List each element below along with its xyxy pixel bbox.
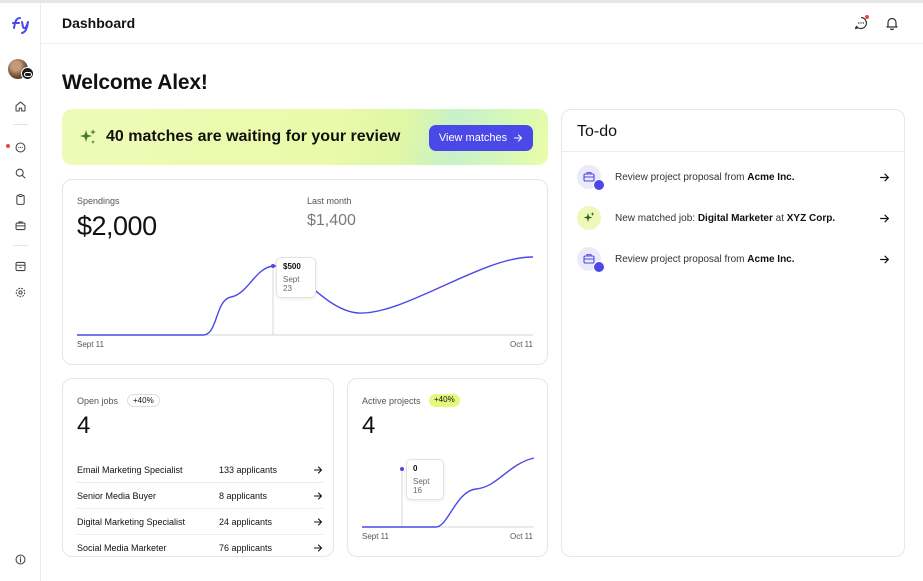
company-avatar-icon — [593, 261, 605, 273]
matches-banner: 40 matches are waiting for your review V… — [62, 109, 548, 165]
job-title: Senior Media Buyer — [77, 490, 157, 501]
spendings-card: Spendings $2,000 Last month $1,400 $500 … — [62, 179, 548, 365]
active-projects-value: 4 — [362, 412, 375, 439]
jobs-list: Email Marketing Specialist 133 applicant… — [77, 457, 323, 561]
company-avatar-icon — [593, 179, 605, 191]
x-axis-end: Oct 11 — [510, 532, 533, 541]
todo-item[interactable]: Review project proposal from Acme Inc. — [577, 246, 890, 273]
arrow-right-icon[interactable] — [879, 172, 890, 183]
home-icon[interactable] — [14, 100, 27, 113]
job-title: Social Media Marketer — [77, 543, 167, 553]
tooltip-value: $500 — [283, 262, 301, 271]
tooltip-date: Sept 16 — [413, 477, 430, 495]
active-projects-chart — [362, 457, 535, 528]
todo-text-mid: at — [772, 212, 787, 224]
sidebar-divider — [13, 124, 28, 125]
todo-card: To-do Review project proposal from Acme … — [561, 109, 905, 557]
sidebar — [0, 3, 41, 581]
chat-notification-icon[interactable] — [853, 15, 869, 31]
table-row[interactable]: Senior Media Buyer 8 applicants — [77, 483, 323, 509]
job-title: Email Marketing Specialist — [77, 464, 183, 475]
briefcase-icon — [577, 247, 605, 273]
table-row[interactable]: Email Marketing Specialist 133 applicant… — [77, 457, 323, 483]
sidebar-divider — [13, 245, 28, 246]
spendings-tooltip: $500 Sept 23 — [276, 257, 316, 298]
todo-strong: Acme Inc. — [747, 171, 795, 183]
chart-point — [400, 467, 404, 471]
tooltip-date: Sept 23 — [283, 275, 300, 293]
view-matches-button[interactable]: View matches — [429, 125, 533, 151]
job-applicants: 76 applicants — [219, 543, 273, 553]
open-jobs-badge: +40% — [127, 394, 160, 407]
app-logo[interactable] — [11, 13, 31, 35]
chat-badge — [865, 15, 869, 19]
todo-text: Review project proposal from — [615, 171, 748, 183]
table-row[interactable]: Digital Marketing Specialist 24 applican… — [77, 509, 323, 535]
briefcase-icon — [577, 165, 605, 191]
active-projects-badge: +40% — [429, 394, 460, 407]
todo-strong-2: XYZ Corp. — [786, 212, 836, 224]
page-title: Dashboard — [62, 15, 136, 31]
open-jobs-value: 4 — [77, 412, 90, 439]
table-row[interactable]: Social Media Marketer 76 applicants — [77, 535, 323, 561]
todo-title: To-do — [577, 123, 618, 140]
active-projects-card: Active projects +40% 4 0 Sept 16 Sept 11… — [347, 378, 548, 557]
spendings-value: $2,000 — [77, 211, 157, 241]
search-icon[interactable] — [14, 167, 27, 180]
settings-icon[interactable] — [14, 286, 27, 299]
sparkle-icon — [80, 129, 96, 144]
todo-text: New matched job: — [615, 212, 698, 224]
welcome-heading: Welcome Alex! — [62, 71, 208, 94]
todo-strong: Digital Marketer — [697, 212, 773, 224]
todo-text: Review project proposal from — [615, 253, 748, 265]
tooltip-value: 0 — [413, 464, 418, 473]
clipboard-icon[interactable] — [14, 193, 27, 206]
avatar-badge-icon — [21, 67, 34, 80]
x-axis-start: Sept 11 — [362, 532, 389, 541]
last-month-value: $1,400 — [307, 212, 356, 229]
todo-item[interactable]: New matched job: Digital Marketer at XYZ… — [577, 205, 890, 231]
sparkle-icon — [577, 206, 601, 230]
arrow-right-icon[interactable] — [879, 254, 890, 265]
arrow-right-icon — [514, 134, 523, 142]
messages-icon[interactable] — [14, 141, 27, 154]
job-title: Digital Marketing Specialist — [77, 516, 186, 527]
todo-item[interactable]: Review project proposal from Acme Inc. — [577, 164, 890, 191]
view-matches-label: View matches — [438, 132, 508, 144]
briefcase-icon[interactable] — [14, 219, 27, 232]
x-axis-end: Oct 11 — [510, 340, 533, 349]
open-jobs-label: Open jobs — [77, 396, 119, 406]
job-applicants: 24 applicants — [219, 516, 273, 527]
matches-banner-text: 40 matches are waiting for your review — [106, 128, 401, 145]
projects-tooltip: 0 Sept 16 — [406, 459, 444, 500]
top-border — [0, 0, 923, 3]
todo-divider — [562, 151, 904, 152]
job-applicants: 133 applicants — [219, 464, 278, 475]
arrow-right-icon[interactable] — [313, 517, 323, 527]
arrow-right-icon[interactable] — [313, 543, 323, 553]
arrow-right-icon[interactable] — [879, 213, 890, 224]
x-axis-start: Sept 11 — [77, 340, 104, 349]
spendings-label: Spendings — [77, 196, 120, 206]
chart-point — [271, 264, 275, 268]
bell-icon[interactable] — [884, 15, 900, 31]
projects-line — [362, 457, 535, 528]
open-jobs-card: Open jobs +40% 4 Email Marketing Special… — [62, 378, 334, 557]
todo-strong: Acme Inc. — [747, 253, 795, 265]
header: Dashboard — [41, 3, 923, 44]
info-icon[interactable] — [14, 553, 27, 566]
last-month-label: Last month — [307, 196, 352, 206]
active-projects-label: Active projects — [362, 396, 421, 406]
arrow-right-icon[interactable] — [313, 465, 323, 475]
job-applicants: 8 applicants — [219, 490, 268, 501]
inbox-icon[interactable] — [14, 260, 27, 273]
notification-dot — [6, 144, 10, 148]
arrow-right-icon[interactable] — [313, 491, 323, 501]
